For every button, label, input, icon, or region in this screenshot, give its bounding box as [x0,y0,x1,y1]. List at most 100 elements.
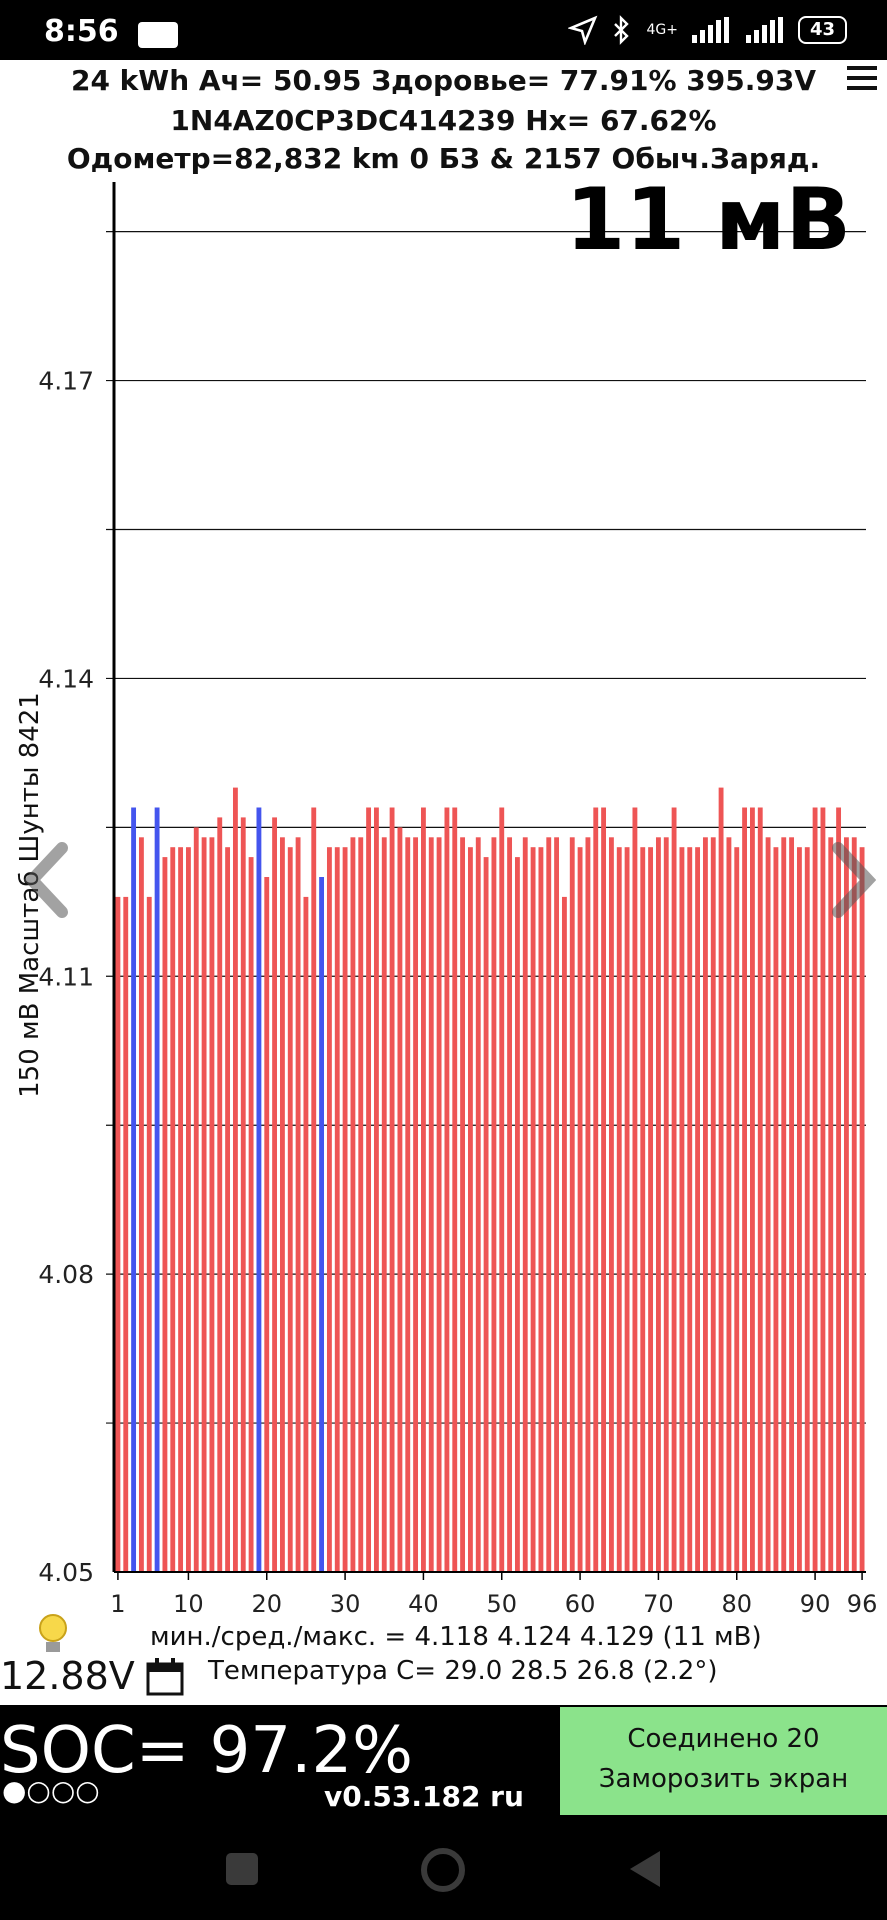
cell-bar-59 [569,837,575,1572]
cell-bar-36 [389,807,395,1572]
cell-bar-26 [311,807,317,1572]
cell-bar-91 [820,807,826,1572]
cell-bar-66 [624,847,630,1572]
cell-bar-3 [131,807,137,1572]
cell-bar-4 [138,837,144,1572]
cell-bar-65 [616,847,622,1572]
cell-bar-80 [734,847,740,1572]
temperature-readout: Температура С= 29.0 28.5 26.8 (2.2°) [208,1656,718,1686]
cell-bar-94 [843,837,849,1572]
cell-stats: мин./сред./макс. = 4.118 4.124 4.129 (11… [150,1622,762,1652]
cell-bar-11 [193,827,199,1572]
cell-bar-95 [851,837,857,1572]
y-tick-label: 4.17 [38,367,94,396]
cell-bar-73 [679,847,685,1572]
cell-bar-67 [632,807,638,1572]
back-icon[interactable] [626,1849,664,1889]
x-tick-label: 80 [721,1590,752,1618]
status-icons: 4G+ 43 [568,14,847,46]
cell-bar-64 [608,837,614,1572]
lightbulb-icon[interactable] [36,1612,70,1658]
cell-bar-47 [475,837,481,1572]
cell-bar-63 [601,807,607,1572]
y-tick-label: 4.08 [38,1260,94,1289]
cell-bar-20 [264,877,270,1572]
nav-bar [0,1817,887,1920]
cell-bar-87 [789,837,795,1572]
cell-bar-27 [319,877,325,1572]
cell-bar-12 [201,837,207,1572]
cell-bar-22 [279,837,285,1572]
cell-bar-24 [295,837,301,1572]
menu-icon[interactable] [847,66,877,92]
cell-bar-1 [115,896,121,1572]
x-tick-label: 96 [847,1590,878,1618]
chevron-left-icon[interactable] [22,840,68,920]
x-tick-label: 30 [330,1590,361,1618]
cell-bar-18 [248,857,254,1572]
cell-bar-92 [828,837,834,1572]
cell-bar-51 [507,837,513,1572]
cell-bar-8 [170,847,176,1572]
app-version: v0.53.182 ru [324,1780,524,1813]
cell-bar-5 [146,896,152,1572]
x-tick-label: 60 [565,1590,596,1618]
cell-bar-76 [702,837,708,1572]
status-bar: 8:56 4G+ 43 [0,0,887,60]
header-line-battery: 24 kWh Ач= 50.95 Здоровье= 77.91% 395.93… [70,64,817,97]
cell-bar-41 [428,837,434,1572]
header-line-odometer: Одометр=82,832 km 0 БЗ & 2157 Обыч.Заряд… [66,142,821,175]
freeze-screen-button[interactable]: Соединено 20 Заморозить экран [560,1707,887,1815]
x-tick-label: 70 [643,1590,674,1618]
page-dots[interactable]: ●○○○ [2,1774,100,1807]
network-type: 4G+ [646,22,678,38]
cell-bar-17 [240,817,246,1572]
location-icon [568,15,598,45]
cell-bar-21 [272,817,278,1572]
cell-bar-81 [742,807,748,1572]
soc-readout: SOC= 97.2% [0,1714,413,1788]
cell-bar-57 [554,837,560,1572]
cell-bar-96 [859,847,865,1572]
cell-bar-48 [483,857,489,1572]
recents-icon[interactable] [224,1851,260,1887]
cell-bar-23 [287,847,293,1572]
y-tick-label: 4.11 [38,962,94,991]
signal-icon [691,17,729,43]
connection-status: Соединено 20 [627,1724,820,1754]
cell-bar-72 [671,807,677,1572]
cell-bar-82 [749,807,755,1572]
cell-bar-9 [178,847,184,1572]
cell-bar-86 [781,837,787,1572]
cell-bar-46 [467,847,473,1572]
signal-icon-2 [745,17,783,43]
cell-bar-56 [546,837,552,1572]
cell-bar-93 [836,807,842,1572]
x-tick-label: 40 [408,1590,439,1618]
cell-bar-49 [491,837,497,1572]
cell-bar-43 [444,807,450,1572]
y-tick-label: 4.05 [38,1558,94,1587]
chevron-right-icon[interactable] [830,840,876,920]
x-tick-label: 20 [251,1590,282,1618]
cell-bar-29 [334,847,340,1572]
cell-bar-58 [561,896,567,1572]
cell-voltage-chart[interactable]: 4.05 4.08 4.11 4.14 4.17 1 10 20 30 40 50 60 70 80 90 9… [0,0,887,1650]
cell-bar-85 [773,847,779,1572]
cell-bar-75 [695,847,701,1572]
cell-bar-13 [209,837,215,1572]
calendar-icon[interactable] [146,1656,184,1696]
cell-bar-37 [397,827,403,1572]
cell-bar-35 [381,837,387,1572]
cell-bar-45 [460,837,466,1572]
x-tick-label: 1 [110,1590,125,1618]
home-icon[interactable] [418,1845,468,1895]
cell-bar-71 [663,837,669,1572]
cell-bar-68 [640,847,646,1572]
cell-bar-69 [648,847,654,1572]
cell-bar-77 [710,837,716,1572]
notification-icon-2 [152,22,178,48]
cell-bar-70 [655,837,661,1572]
cell-bar-2 [123,896,129,1572]
cell-bar-61 [585,837,591,1572]
